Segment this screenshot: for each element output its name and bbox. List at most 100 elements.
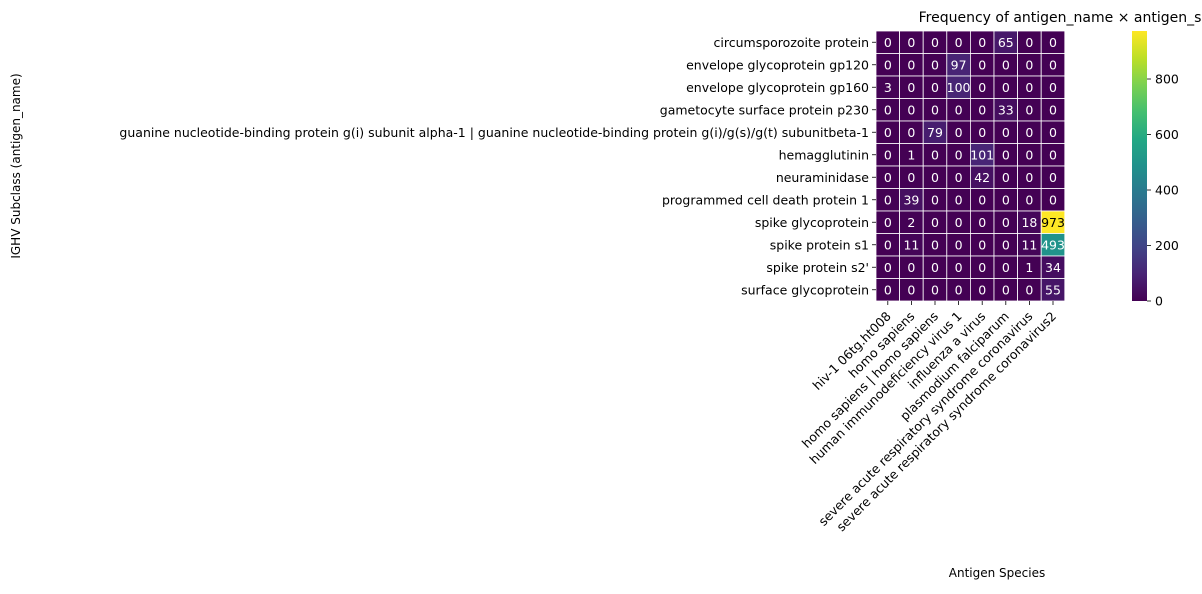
cell-value-label: 0	[955, 102, 963, 117]
cell-value-label: 0	[1049, 35, 1057, 50]
cell-value-label: 0	[1002, 282, 1010, 297]
cell-value-label: 493	[1041, 237, 1065, 252]
cell-value-label: 0	[1025, 102, 1033, 117]
y-axis-label: IGHV Subclass (antigen_name)	[9, 73, 23, 258]
cell-value-label: 0	[907, 282, 915, 297]
cell-value-label: 0	[955, 170, 963, 185]
cell-value-label: 101	[970, 147, 994, 162]
cell-value-label: 0	[907, 170, 915, 185]
cell-value-label: 0	[1002, 147, 1010, 162]
cell-value-label: 0	[907, 80, 915, 95]
cell-value-label: 0	[884, 125, 892, 140]
cell-value-label: 0	[907, 35, 915, 50]
cell-value-label: 0	[907, 260, 915, 275]
y-tick-label: envelope glycoprotein gp160	[686, 80, 869, 95]
y-tick-label: gametocyte surface protein p230	[660, 102, 869, 117]
cell-value-label: 65	[998, 35, 1014, 50]
y-tick-label: spike protein s2'	[766, 260, 869, 275]
cell-value-label: 0	[955, 282, 963, 297]
y-tick-label: circumsporozoite protein	[714, 35, 869, 50]
cell-value-label: 0	[931, 57, 939, 72]
cell-value-label: 0	[1025, 282, 1033, 297]
cell-value-label: 0	[978, 125, 986, 140]
y-tick-label: spike protein s1	[770, 237, 869, 252]
cell-value-label: 0	[978, 35, 986, 50]
heatmap-cell-labels: 0 0 0 0 0 65 0 00 0 0 97 0 0 0 03 0 0 100 0 0 0 00 0 0 0 0 33 0 00 0 7…	[884, 35, 1065, 298]
cell-value-label: 11	[903, 237, 919, 252]
cell-value-label: 0	[955, 237, 963, 252]
cell-value-label: 0	[907, 125, 915, 140]
cell-value-label: 0	[1002, 57, 1010, 72]
cell-value-label: 0	[978, 57, 986, 72]
cell-value-label: 0	[931, 215, 939, 230]
cell-value-label: 0	[955, 125, 963, 140]
cell-value-label: 0	[884, 102, 892, 117]
cell-value-label: 0	[1049, 80, 1057, 95]
cell-value-label: 0	[1049, 57, 1057, 72]
cell-value-label: 0	[931, 102, 939, 117]
cell-value-label: 2	[907, 215, 915, 230]
cell-value-label: 0	[1002, 125, 1010, 140]
y-tick-label: envelope glycoprotein gp120	[686, 57, 869, 72]
cell-value-label: 0	[884, 147, 892, 162]
cell-value-label: 0	[1002, 237, 1010, 252]
cell-value-label: 55	[1045, 282, 1061, 297]
cell-value-label: 0	[1002, 192, 1010, 207]
cell-value-label: 0	[884, 282, 892, 297]
cell-value-label: 100	[947, 80, 971, 95]
cell-value-label: 0	[931, 170, 939, 185]
cell-value-label: 0	[884, 35, 892, 50]
cell-value-label: 0	[1025, 57, 1033, 72]
cell-value-label: 0	[1025, 35, 1033, 50]
y-tick-label: guanine nucleotide-binding protein g(i) …	[119, 125, 869, 140]
cell-value-label: 0	[1049, 147, 1057, 162]
cell-value-label: 0	[884, 215, 892, 230]
cell-value-label: 0	[978, 237, 986, 252]
cell-value-label: 0	[955, 147, 963, 162]
cell-value-label: 0	[1025, 170, 1033, 185]
cell-value-label: 0	[884, 260, 892, 275]
cell-value-label: 0	[907, 102, 915, 117]
chart-title: Frequency of antigen_name × antigen_spec…	[919, 10, 1202, 26]
cell-value-label: 97	[951, 57, 967, 72]
cell-value-label: 0	[1025, 147, 1033, 162]
y-tick-label: surface glycoprotein	[741, 282, 869, 297]
cell-value-label: 0	[955, 215, 963, 230]
cell-value-label: 0	[1049, 192, 1057, 207]
cell-value-label: 973	[1041, 215, 1065, 230]
cell-value-label: 0	[978, 192, 986, 207]
cell-value-label: 0	[931, 237, 939, 252]
cell-value-label: 0	[1002, 215, 1010, 230]
cell-value-label: 33	[998, 102, 1014, 117]
cell-value-label: 0	[931, 192, 939, 207]
colorbar: 0 200 400 600 800	[1132, 31, 1179, 309]
cell-value-label: 0	[931, 260, 939, 275]
cell-value-label: 0	[1025, 80, 1033, 95]
cell-value-label: 0	[1049, 102, 1057, 117]
y-tick-label: programmed cell death protein 1	[662, 192, 869, 207]
y-tick-label: neuraminidase	[776, 170, 869, 185]
cell-value-label: 0	[907, 57, 915, 72]
cell-value-label: 0	[884, 192, 892, 207]
cell-value-label: 0	[978, 102, 986, 117]
cell-value-label: 1	[1025, 260, 1033, 275]
cell-value-label: 0	[978, 80, 986, 95]
cell-value-label: 79	[927, 125, 943, 140]
y-tick-label: hemagglutinin	[779, 147, 869, 162]
cell-value-label: 0	[884, 237, 892, 252]
cell-value-label: 0	[1049, 125, 1057, 140]
cell-value-label: 11	[1021, 237, 1037, 252]
cell-value-label: 3	[884, 80, 892, 95]
cell-value-label: 0	[955, 260, 963, 275]
cell-value-label: 0	[931, 80, 939, 95]
cell-value-label: 0	[978, 215, 986, 230]
cell-value-label: 0	[931, 147, 939, 162]
cell-value-label: 0	[1002, 80, 1010, 95]
cell-value-label: 0	[955, 35, 963, 50]
cell-value-label: 18	[1021, 215, 1037, 230]
cell-value-label: 0	[884, 170, 892, 185]
y-axis-ticks: circumsporozoite protein envelope glycopr…	[119, 35, 876, 297]
cell-value-label: 0	[1002, 260, 1010, 275]
